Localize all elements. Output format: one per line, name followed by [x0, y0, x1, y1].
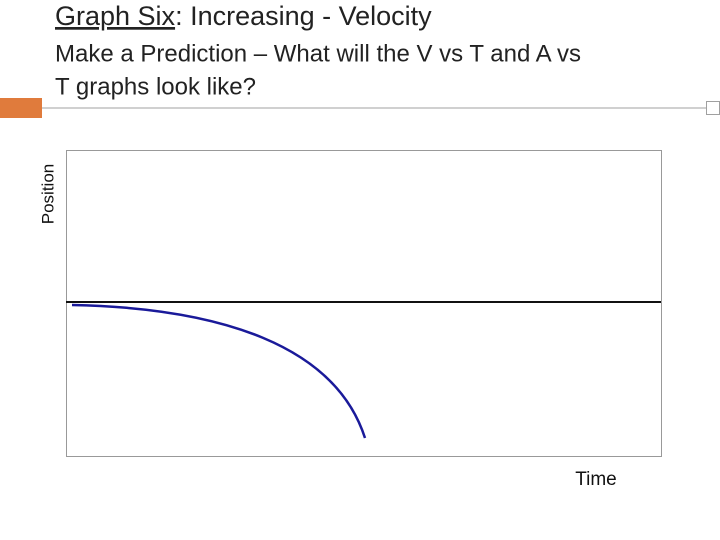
y-axis-label: Position [38, 164, 57, 224]
graph-frame [66, 150, 662, 457]
subtitle-line: Make a Prediction – What will the V vs T… [55, 40, 581, 67]
accent-block [0, 98, 42, 118]
title-rest: : Increasing - Velocity [175, 1, 432, 31]
divider-end [706, 101, 720, 115]
position-curve [71, 303, 367, 439]
title-link: Graph Six [55, 1, 176, 31]
title: Graph Six: Increasing - Velocity [55, 1, 432, 31]
subtitle-line: T graphs look like? [55, 73, 256, 100]
x-axis-label: Time [575, 469, 617, 490]
